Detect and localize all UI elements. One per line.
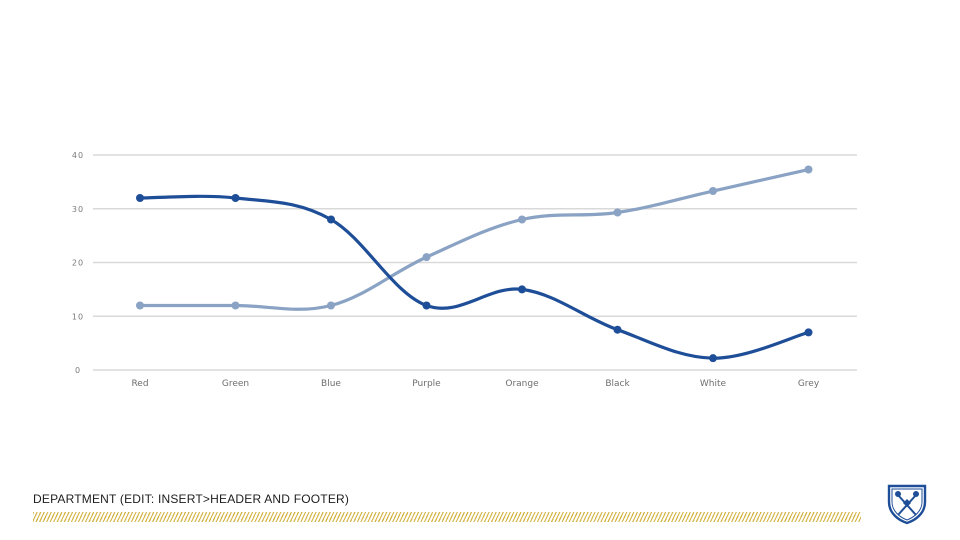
data-point-series-1-green	[231, 194, 240, 202]
data-point-series-2-grey	[804, 165, 813, 174]
department-footer-text: DEPARTMENT (EDIT: INSERT>HEADER AND FOOT…	[33, 492, 350, 506]
series-line-1	[138, 194, 811, 360]
y-tick-label: 30	[72, 205, 84, 214]
footer-gold-stripe	[33, 512, 861, 522]
y-tick-label: 20	[72, 259, 84, 268]
data-point-series-1-blue	[327, 215, 335, 224]
data-point-series-2-white	[709, 187, 717, 196]
data-point-series-2-black	[613, 208, 622, 217]
data-point-series-1-black	[613, 325, 622, 334]
gridlines	[93, 154, 857, 371]
x-tick-label: White	[700, 379, 727, 389]
series-lines	[136, 165, 813, 363]
y-tick-label: 0	[75, 366, 81, 375]
data-point-series-2-red	[136, 301, 144, 310]
x-tick-label: Purple	[412, 379, 441, 389]
data-point-series-1-red	[136, 194, 144, 202]
data-point-series-2-orange	[518, 215, 526, 224]
data-point-series-1-white	[709, 354, 717, 363]
x-tick-label: Black	[605, 379, 630, 389]
y-tick-label: 40	[72, 151, 84, 160]
x-axis-ticks: Red Green Blue Purple Orange Black White Grey	[131, 379, 819, 389]
data-point-series-1-grey	[804, 328, 813, 337]
x-tick-label: Orange	[505, 379, 539, 389]
y-axis-ticks: 0 10 20 30 40	[72, 151, 84, 375]
emory-shield-icon	[887, 484, 927, 525]
data-point-series-2-purple	[422, 253, 431, 262]
data-point-series-2-blue	[327, 301, 335, 310]
y-tick-label: 10	[72, 312, 84, 321]
x-tick-label: Blue	[321, 379, 341, 389]
x-tick-label: Grey	[798, 379, 820, 389]
data-point-series-1-purple	[422, 301, 431, 310]
x-tick-label: Green	[222, 379, 249, 389]
series-line-2	[138, 167, 811, 311]
data-point-series-1-orange	[518, 285, 526, 294]
data-point-series-2-green	[231, 301, 240, 310]
x-tick-label: Red	[131, 379, 148, 389]
